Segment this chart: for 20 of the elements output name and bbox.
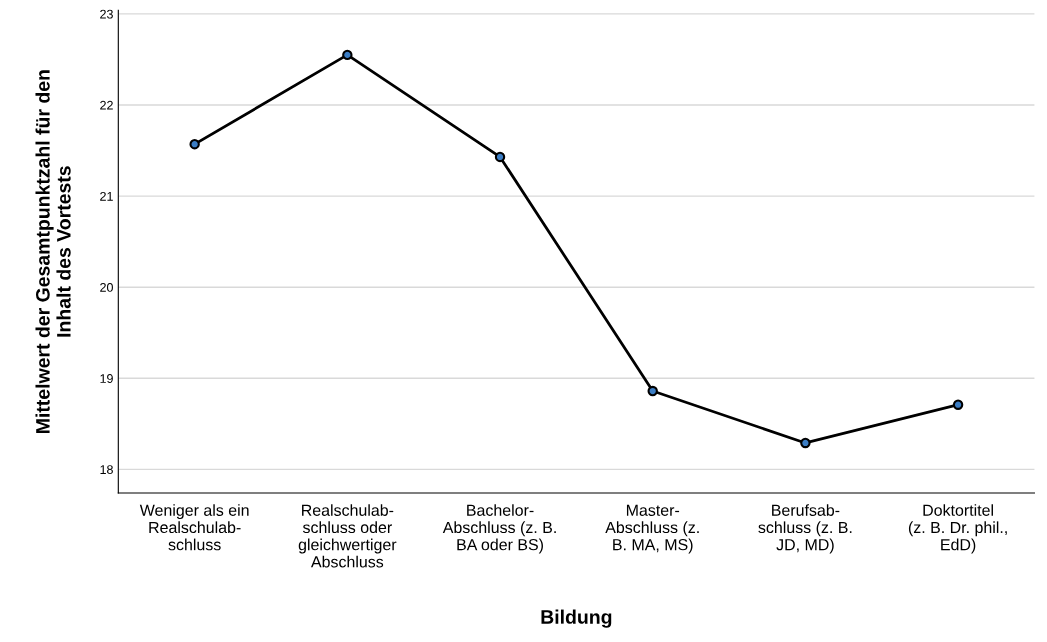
point [189, 138, 200, 150]
y-tick-label: 18 [100, 465, 113, 475]
x-tick-label: Master- Abschluss (z. B. MA, MS) [605, 504, 699, 554]
x-tick-label: Doktortitel (z. B. Dr. phil., EdD) [908, 504, 1007, 554]
y-tick-label: 19 [100, 374, 113, 383]
point [342, 49, 353, 61]
y-tick-label: 22 [100, 100, 113, 110]
point [494, 151, 506, 163]
x-tick-label: Berufsab- schluss (z. B. JD, MD) [758, 504, 852, 554]
y-tick-label: 21 [100, 191, 113, 201]
x-tick-label: Realschulab- schluss oder gleichwertiger Abschluss [298, 504, 397, 568]
x-axis-title: Bildung [541, 609, 612, 628]
point [952, 399, 964, 410]
x-tick-label: Weniger als ein Realschulab- schluss [139, 504, 249, 551]
x-tick-label: Bachelor- Abschluss (z. B. BA oder BS) [442, 504, 556, 554]
point [647, 385, 658, 397]
y-tick-label: 20 [100, 282, 113, 292]
y-tick-label: 23 [100, 9, 113, 19]
y-axis-title: Mittelwert der Gesamtpunktzahl für den Inhalt des Vortests [35, 70, 71, 433]
point [800, 437, 811, 449]
